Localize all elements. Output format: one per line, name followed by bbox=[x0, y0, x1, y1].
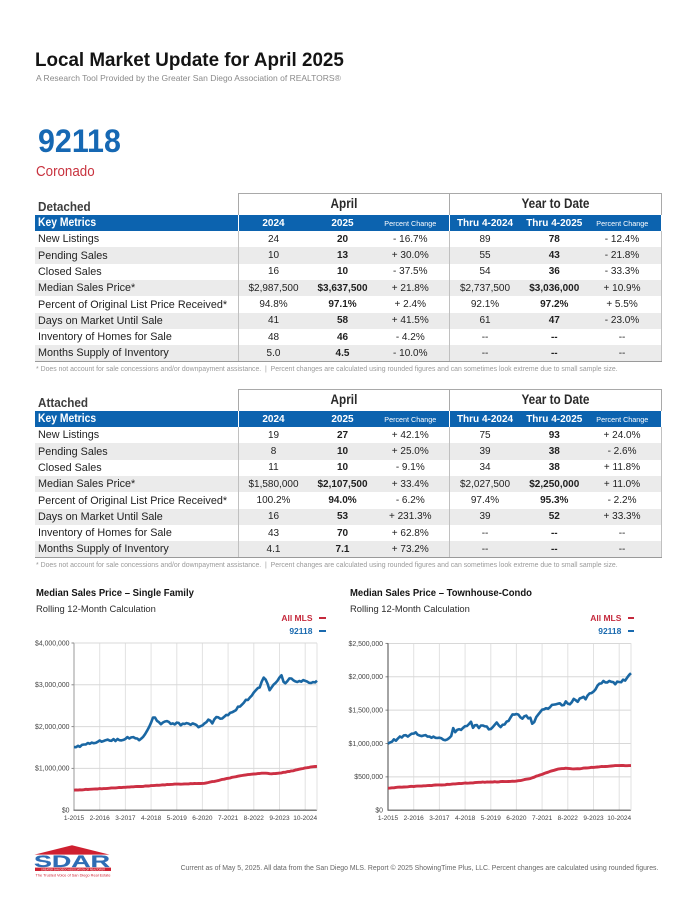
svg-text:$3,000,000: $3,000,000 bbox=[35, 682, 70, 689]
svg-text:8-2022: 8-2022 bbox=[244, 815, 265, 822]
svg-text:$1,500,000: $1,500,000 bbox=[349, 707, 384, 714]
svg-text:2-2016: 2-2016 bbox=[404, 815, 425, 822]
svg-text:GREATER SAN DIEGO ASSOCIATION: GREATER SAN DIEGO ASSOCIATION OF REALTOR… bbox=[41, 868, 105, 871]
svg-text:$1,000,000: $1,000,000 bbox=[35, 766, 70, 773]
svg-text:$4,000,000: $4,000,000 bbox=[35, 640, 70, 647]
svg-text:8-2022: 8-2022 bbox=[558, 815, 579, 822]
svg-text:1-2015: 1-2015 bbox=[64, 815, 85, 822]
svg-text:4-2018: 4-2018 bbox=[141, 815, 162, 822]
svg-text:7-2021: 7-2021 bbox=[532, 815, 553, 822]
svg-text:10-2024: 10-2024 bbox=[293, 815, 317, 822]
svg-text:10-2024: 10-2024 bbox=[607, 815, 631, 822]
svg-text:9-2023: 9-2023 bbox=[269, 815, 290, 822]
svg-text:2-2016: 2-2016 bbox=[90, 815, 111, 822]
svg-text:3-2017: 3-2017 bbox=[115, 815, 136, 822]
svg-text:SDAR: SDAR bbox=[34, 853, 110, 871]
svg-text:$2,000,000: $2,000,000 bbox=[349, 674, 384, 681]
svg-text:9-2023: 9-2023 bbox=[583, 815, 604, 822]
svg-text:$2,000,000: $2,000,000 bbox=[35, 724, 70, 731]
svg-text:7-2021: 7-2021 bbox=[218, 815, 239, 822]
svg-text:6-2020: 6-2020 bbox=[506, 815, 527, 822]
svg-text:The Trusted Voice of San Diego: The Trusted Voice of San Diego Real Esta… bbox=[36, 874, 111, 878]
svg-text:4-2018: 4-2018 bbox=[455, 815, 476, 822]
svg-text:$2,500,000: $2,500,000 bbox=[349, 641, 384, 648]
svg-text:$1,000,000: $1,000,000 bbox=[349, 741, 384, 748]
svg-text:5-2019: 5-2019 bbox=[481, 815, 502, 822]
svg-text:3-2017: 3-2017 bbox=[429, 815, 450, 822]
svg-text:$0: $0 bbox=[62, 808, 70, 815]
svg-text:$500,000: $500,000 bbox=[354, 774, 383, 781]
svg-text:5-2019: 5-2019 bbox=[167, 815, 188, 822]
svg-text:1-2015: 1-2015 bbox=[378, 815, 399, 822]
svg-text:$0: $0 bbox=[375, 808, 383, 815]
svg-text:6-2020: 6-2020 bbox=[192, 815, 213, 822]
